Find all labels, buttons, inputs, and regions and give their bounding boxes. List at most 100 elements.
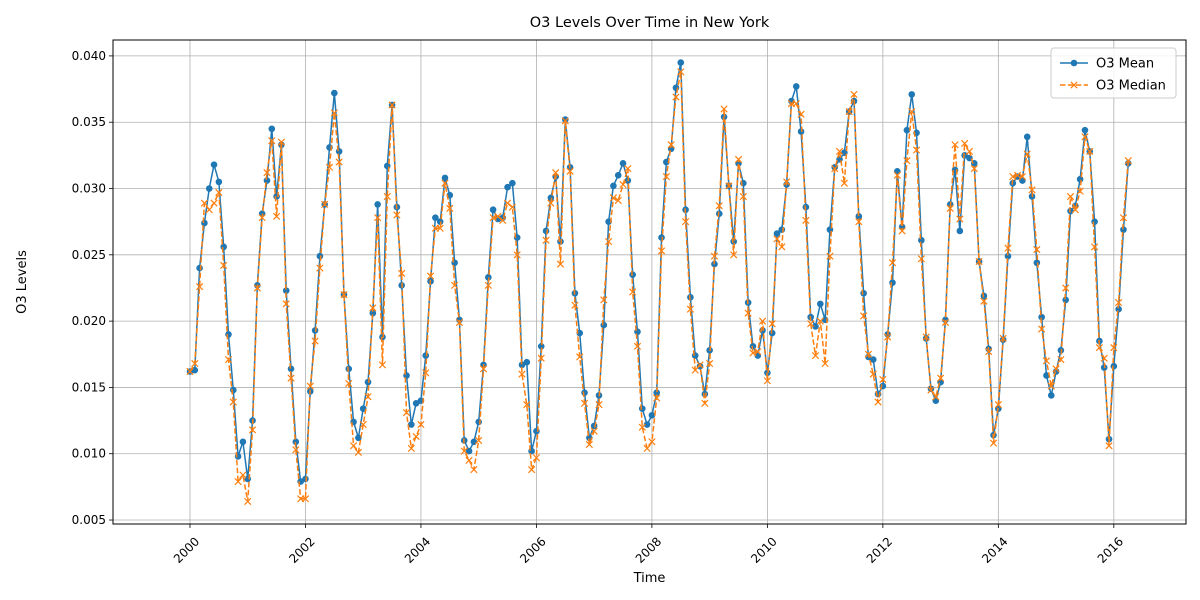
data-point xyxy=(879,375,887,384)
data-point xyxy=(1004,252,1012,260)
data-point xyxy=(715,202,723,210)
data-point xyxy=(908,91,916,98)
data-point xyxy=(273,193,280,200)
data-point xyxy=(455,318,464,327)
data-point xyxy=(513,251,521,259)
data-point xyxy=(951,141,959,149)
data-point xyxy=(662,172,670,181)
data-point xyxy=(225,331,232,338)
data-point xyxy=(956,215,964,223)
data-point xyxy=(648,411,656,419)
data-point xyxy=(1018,172,1027,181)
data-point xyxy=(1090,243,1099,251)
data-point xyxy=(1105,442,1113,450)
data-point xyxy=(941,318,950,327)
data-point xyxy=(239,471,247,479)
series-layer xyxy=(186,59,1132,506)
data-point xyxy=(1110,362,1118,370)
data-point xyxy=(537,354,545,362)
data-point xyxy=(619,160,627,167)
data-point xyxy=(580,399,589,407)
data-point xyxy=(523,401,531,409)
data-point xyxy=(811,351,820,360)
data-point xyxy=(340,290,348,299)
series-line xyxy=(189,71,1130,503)
data-point xyxy=(840,179,848,187)
data-point xyxy=(1043,372,1050,379)
data-point xyxy=(479,365,488,373)
y-tick-label: 0.035 xyxy=(72,115,106,129)
data-point xyxy=(509,179,516,187)
data-point xyxy=(855,213,863,220)
y-tick-label: 0.005 xyxy=(72,513,106,527)
data-point xyxy=(354,448,363,457)
data-point xyxy=(268,137,276,145)
data-point xyxy=(475,418,482,426)
data-point xyxy=(917,255,925,263)
data-point xyxy=(325,163,334,171)
data-point xyxy=(855,218,863,226)
y-tick-label: 0.015 xyxy=(72,380,106,394)
legend-marker xyxy=(1070,59,1078,67)
data-point xyxy=(802,216,810,224)
data-point xyxy=(590,427,598,435)
data-point xyxy=(835,147,844,156)
data-point xyxy=(831,165,839,173)
legend-label: O3 Median xyxy=(1096,79,1166,94)
data-point xyxy=(677,68,685,76)
data-point xyxy=(186,367,194,376)
data-point xyxy=(701,390,709,398)
legend-marker xyxy=(1070,81,1078,89)
data-point xyxy=(778,226,786,233)
data-point xyxy=(220,243,227,251)
data-point xyxy=(244,497,252,506)
data-point xyxy=(874,398,882,406)
data-point xyxy=(686,305,695,313)
data-point xyxy=(210,199,218,207)
data-point xyxy=(1023,150,1031,158)
data-point xyxy=(489,206,497,214)
data-point xyxy=(965,147,974,156)
data-point xyxy=(903,157,911,165)
data-point xyxy=(1052,365,1060,373)
data-point xyxy=(268,125,276,133)
data-point xyxy=(826,252,834,260)
data-point xyxy=(739,192,747,201)
legend: O3 Mean O3 Median xyxy=(1050,47,1177,99)
data-point xyxy=(1047,392,1055,399)
data-point xyxy=(614,171,622,179)
data-point xyxy=(331,89,338,97)
data-point xyxy=(744,309,752,317)
data-point xyxy=(994,401,1002,409)
data-point xyxy=(374,214,382,222)
data-point xyxy=(470,438,478,446)
data-point xyxy=(773,235,781,243)
data-point xyxy=(287,365,295,373)
y-tick-label: 0.010 xyxy=(72,447,106,461)
data-point xyxy=(272,212,281,220)
data-point xyxy=(581,389,588,397)
data-point xyxy=(1042,357,1051,365)
data-point xyxy=(600,296,608,304)
data-point xyxy=(426,272,435,280)
data-point xyxy=(533,427,540,435)
data-point xyxy=(989,439,998,447)
data-point xyxy=(388,101,396,109)
data-point xyxy=(1062,296,1070,304)
data-point xyxy=(614,196,622,205)
data-point xyxy=(537,343,545,350)
data-point xyxy=(561,117,569,125)
series-1 xyxy=(186,68,1132,506)
data-point xyxy=(816,317,824,325)
data-point xyxy=(234,477,242,486)
data-point xyxy=(527,466,536,474)
data-point xyxy=(903,126,911,134)
data-point xyxy=(1033,245,1041,254)
data-point xyxy=(653,389,661,397)
data-point xyxy=(889,279,896,286)
data-point xyxy=(335,158,343,166)
data-point xyxy=(975,257,983,266)
data-point xyxy=(980,297,988,305)
data-point xyxy=(1124,157,1132,165)
